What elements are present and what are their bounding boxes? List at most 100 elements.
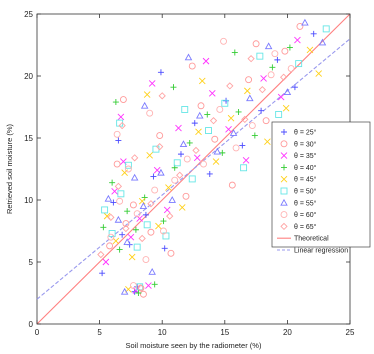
data-point: [150, 173, 157, 180]
series-7: [104, 18, 327, 295]
line-linear-regression: [36, 38, 351, 300]
data-point: [112, 237, 120, 245]
y-tick-label: 0: [29, 320, 34, 329]
data-point: [139, 290, 147, 298]
data-point: [315, 70, 323, 77]
data-point: [204, 111, 211, 118]
data-point: [118, 121, 126, 130]
data-point: [209, 117, 218, 125]
data-point: [107, 233, 115, 241]
x-tick-label: 5: [97, 328, 102, 337]
data-point: [262, 117, 270, 125]
legend-marker: [281, 129, 287, 135]
data-point: [264, 138, 271, 146]
data-point: [101, 206, 109, 214]
data-point: [267, 71, 275, 79]
data-point: [124, 208, 131, 215]
data-point: [111, 188, 118, 195]
data-point: [274, 56, 281, 63]
data-point: [211, 135, 219, 143]
data-point: [166, 212, 174, 220]
data-point: [182, 192, 190, 200]
data-point: [113, 130, 121, 138]
data-point: [176, 171, 184, 179]
data-point: [241, 115, 249, 124]
data-point: [322, 25, 330, 33]
data-point: [296, 22, 304, 30]
data-point: [240, 164, 248, 172]
data-point: [142, 256, 150, 263]
legend-label: Linear regression: [294, 248, 348, 255]
data-point: [135, 290, 142, 296]
data-point: [186, 139, 193, 146]
data-point: [145, 282, 152, 289]
series-8: [107, 37, 295, 290]
data-point: [245, 76, 253, 84]
axis-ticks: 0 5 10 15 20 25 0 5 10 15 20 25: [24, 10, 355, 337]
legend-marker: [280, 187, 288, 195]
data-point: [148, 267, 156, 275]
data-point: [97, 250, 105, 259]
y-axis-label: Retrieved soil moisture (%): [5, 123, 14, 214]
data-point: [188, 62, 196, 70]
legend-label: θ = 65°: [294, 223, 317, 231]
data-point: [301, 18, 309, 26]
data-point: [110, 199, 117, 206]
data-point: [226, 82, 234, 90]
data-point: [122, 224, 130, 233]
legend-marker: [280, 152, 288, 159]
data-point: [282, 104, 290, 112]
data-point: [158, 92, 166, 100]
data-point: [213, 147, 222, 155]
data-point: [287, 65, 295, 73]
data-point: [283, 88, 292, 95]
data-point: [117, 190, 125, 198]
data-point: [221, 99, 229, 107]
data-point: [133, 243, 141, 251]
data-point: [271, 50, 279, 58]
data-point: [168, 196, 176, 203]
data-point: [119, 96, 127, 104]
data-point: [109, 179, 116, 186]
data-point: [122, 220, 130, 228]
data-point: [115, 137, 122, 144]
data-point: [247, 55, 255, 63]
data-point: [178, 204, 186, 211]
data-point: [120, 287, 129, 295]
data-point: [106, 242, 114, 250]
data-point: [193, 154, 201, 162]
data-point: [228, 181, 236, 189]
data-point: [143, 221, 151, 229]
data-point: [264, 42, 273, 50]
data-point: [167, 249, 175, 257]
data-point: [202, 57, 210, 65]
data-point: [123, 238, 131, 246]
x-tick-label: 10: [158, 328, 167, 337]
x-tick-label: 0: [35, 328, 40, 337]
y-tick-label: 25: [24, 10, 33, 19]
data-point: [173, 159, 181, 167]
data-point: [183, 155, 191, 163]
data-point: [318, 38, 327, 46]
data-point: [170, 84, 177, 91]
data-point: [231, 49, 238, 56]
data-point: [239, 142, 246, 149]
data-point: [227, 114, 235, 122]
data-point: [119, 231, 126, 238]
data-point: [121, 169, 128, 177]
series-9: [97, 55, 288, 292]
data-point: [232, 144, 240, 152]
data-point: [205, 127, 212, 135]
legend-label: θ = 30°: [294, 140, 317, 148]
data-point: [179, 140, 188, 148]
data-point: [269, 64, 276, 71]
data-point: [104, 194, 113, 202]
data-point: [280, 73, 288, 81]
data-point: [212, 158, 220, 165]
legend-marker: [280, 175, 288, 183]
data-points: [97, 18, 330, 298]
data-point: [219, 149, 226, 156]
legend-label: θ = 50°: [294, 188, 317, 196]
data-point: [244, 87, 251, 95]
x-tick-label: 20: [283, 328, 292, 337]
